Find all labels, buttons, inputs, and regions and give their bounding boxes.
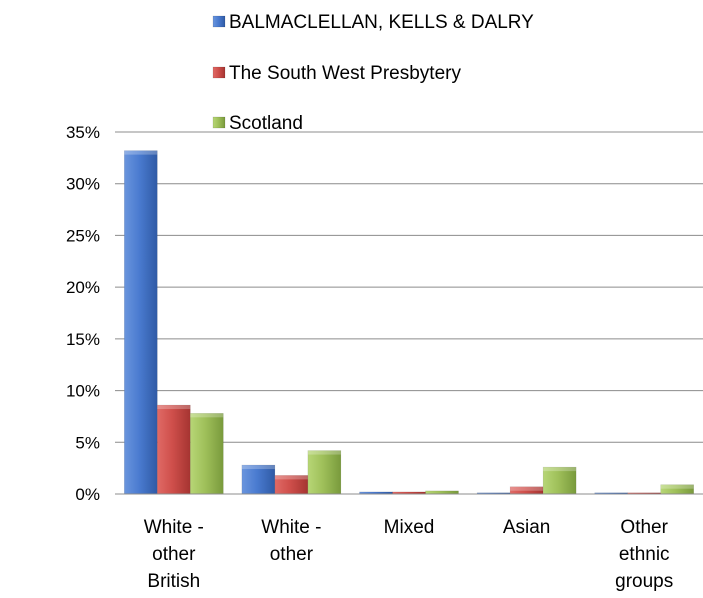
x-category-label-line: groups [615, 571, 673, 592]
x-category-label-line: White - [144, 517, 204, 538]
bar-top-highlight [543, 467, 577, 472]
x-category-label: Mixed [384, 517, 435, 538]
legend-label: The South West Presbytery [229, 63, 461, 84]
x-category-label-line: other [152, 544, 196, 565]
legend-swatch [212, 15, 226, 28]
x-category-label-line: other [270, 544, 314, 565]
legend: BALMACLELLAN, KELLS & DALRY The South Wes… [212, 12, 534, 134]
bar-balmaclellan-kells-dalry [124, 150, 158, 495]
x-category-label-line: Asian [503, 517, 551, 538]
x-axis-categories: White - other British White - other Mixed Asia… [144, 517, 674, 592]
bar-top-highlight [190, 413, 224, 418]
x-category-label-line: White - [261, 517, 321, 538]
y-tick-label: 25% [66, 226, 100, 245]
bars [124, 150, 694, 495]
y-tick-label: 0% [75, 485, 100, 504]
y-tick-label: 10% [66, 382, 100, 401]
bar-top-highlight [307, 450, 341, 455]
x-category-label: Other ethnic groups [615, 517, 673, 592]
legend-label: BALMACLELLAN, KELLS & DALRY [229, 12, 534, 33]
x-category-label-line: Other [620, 517, 668, 538]
bar-top-highlight [274, 475, 308, 480]
bar-top-highlight [157, 405, 191, 410]
bar-top-highlight [510, 486, 544, 491]
bar-top-highlight [660, 484, 694, 489]
gridlines [115, 131, 703, 443]
bar-scotland [190, 413, 224, 495]
bar-top-highlight [124, 150, 158, 155]
bar-balmaclellan-kells-dalry [241, 464, 276, 495]
bar-scotland [542, 466, 577, 495]
y-tick-label: 5% [75, 433, 100, 452]
bar-top-highlight [241, 465, 275, 470]
legend-label: Scotland [229, 113, 303, 134]
x-category-label: White - other [261, 517, 321, 565]
x-category-label-line: ethnic [619, 544, 670, 565]
x-category-label-line: British [147, 571, 200, 592]
x-category-label-line: Mixed [384, 517, 435, 538]
y-tick-label: 30% [66, 175, 100, 194]
legend-swatch [212, 116, 226, 129]
y-tick-label: 35% [66, 123, 100, 142]
y-tick-label: 20% [66, 278, 100, 297]
legend-swatch [212, 66, 226, 79]
bar-scotland [307, 450, 342, 495]
y-tick-label: 15% [66, 330, 100, 349]
x-category-label: Asian [503, 517, 551, 538]
x-category-label: White - other British [144, 517, 204, 592]
bar-the-south-west-presbytery [157, 404, 191, 495]
y-axis-ticks: 0% 5% 10% 15% 20% 25% 30% 35% [66, 123, 100, 504]
